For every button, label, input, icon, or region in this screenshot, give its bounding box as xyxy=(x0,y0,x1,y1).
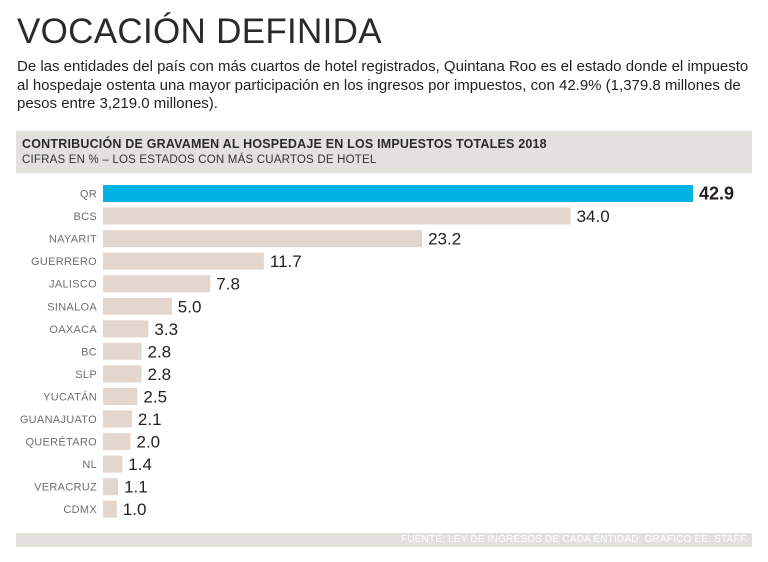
value-label: 34.0 xyxy=(577,207,610,226)
bar-cdmx xyxy=(103,500,117,518)
value-label: 1.0 xyxy=(123,500,147,519)
category-label: GUERRERO xyxy=(31,256,97,268)
intro-paragraph: De las entidades del país con más cuarto… xyxy=(17,58,749,112)
bar-sinaloa xyxy=(103,297,172,315)
bar-chart: QR 42.9 BCS 34.0 NAYARIT 23.2 GUERRERO 11.7 JALI… xyxy=(20,184,734,520)
bar-jalisco xyxy=(103,275,211,293)
value-label: 2.8 xyxy=(148,365,172,384)
bar-bc xyxy=(103,342,142,360)
category-label: CDMX xyxy=(63,504,97,516)
bar-nl xyxy=(103,455,123,473)
value-label: 2.8 xyxy=(148,342,172,361)
value-label: 1.1 xyxy=(124,478,148,497)
value-label: 11.7 xyxy=(270,252,302,271)
bar-querétaro xyxy=(103,433,131,451)
source-note: FUENTE: LEY DE INGRESOS DE CADA ENTIDAD.… xyxy=(400,534,748,545)
bar-guanajuato xyxy=(103,410,132,428)
value-label: 5.0 xyxy=(178,297,202,316)
category-label: YUCATÁN xyxy=(43,391,97,404)
bar-yucatán xyxy=(103,388,138,405)
chart-subtitle: CIFRAS EN % – LOS ESTADOS CON MÁS CUARTO… xyxy=(22,154,377,166)
value-label: 1.4 xyxy=(128,455,152,474)
bar-veracruz xyxy=(103,478,119,496)
category-label: SLP xyxy=(75,369,97,381)
category-label: QR xyxy=(80,189,97,201)
bar-slp xyxy=(103,365,142,383)
category-label: BC xyxy=(81,346,97,358)
bar-nayarit xyxy=(103,230,423,248)
value-label: 3.3 xyxy=(154,320,178,339)
chart-title: CONTRIBUCIÓN DE GRAVAMEN AL HOSPEDAJE EN… xyxy=(22,137,547,151)
category-label: NL xyxy=(82,459,97,471)
value-label: 2.0 xyxy=(137,433,161,452)
chart-header: CONTRIBUCIÓN DE GRAVAMEN AL HOSPEDAJE EN… xyxy=(16,131,752,173)
bar-qr xyxy=(103,185,693,202)
value-label: 2.5 xyxy=(143,388,167,407)
headline: VOCACIÓN DEFINIDA xyxy=(17,12,382,51)
category-label: QUERÉTARO xyxy=(25,436,97,449)
category-label: VERACRUZ xyxy=(34,482,97,494)
category-label: NAYARIT xyxy=(49,234,97,246)
category-label: BCS xyxy=(73,211,97,223)
category-label: SINALOA xyxy=(47,301,97,313)
value-label: 23.2 xyxy=(428,230,461,249)
category-label: GUANAJUATO xyxy=(20,414,97,426)
bar-oaxaca xyxy=(103,320,149,338)
value-label: 7.8 xyxy=(216,275,240,294)
footer-bar: FUENTE: LEY DE INGRESOS DE CADA ENTIDAD.… xyxy=(16,533,752,547)
bar-bcs xyxy=(103,207,571,225)
bar-guerrero xyxy=(103,252,264,270)
value-label: 2.1 xyxy=(138,410,162,429)
category-label: OAXACA xyxy=(49,324,97,336)
category-label: JALISCO xyxy=(49,279,97,291)
value-label: 42.9 xyxy=(699,184,734,204)
